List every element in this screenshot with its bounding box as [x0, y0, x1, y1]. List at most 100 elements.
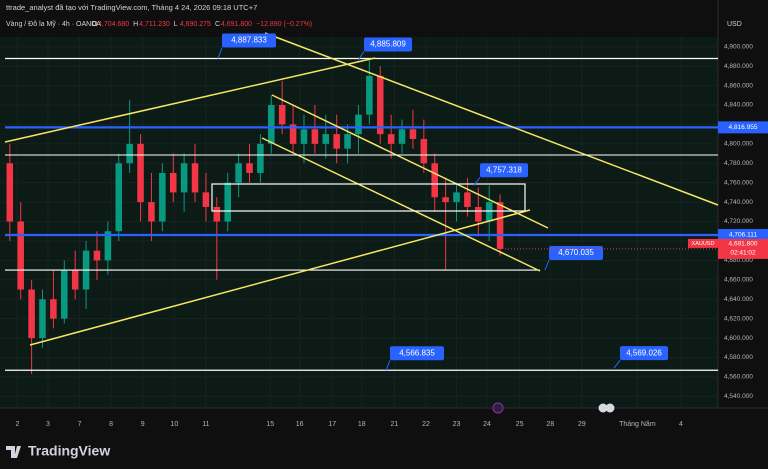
x-tick-label: 25 [516, 421, 524, 428]
ohlc-value: 4,711.230 [139, 21, 170, 28]
candle-body [39, 299, 46, 339]
ohlc-value: 4,691.800 [221, 21, 252, 28]
candle-body [169, 172, 177, 193]
candle-body [376, 75, 384, 135]
event-icon[interactable] [605, 403, 615, 413]
candle-body [104, 231, 112, 261]
x-axis: 2 3 7 8 9 10 11 15 16 17 18 21 22 23 24 25 28 29 Tháng Năm… [15, 421, 683, 428]
y-tick-label: 4,540.000 [724, 393, 753, 400]
zone [211, 183, 526, 212]
x-tick-label: 8 [109, 421, 113, 428]
price-label: 4,816.955 [729, 124, 758, 131]
y-tick-label: 4,760.000 [724, 179, 753, 186]
x-tick-label: 22 [422, 421, 430, 428]
event-icon[interactable] [598, 403, 608, 413]
x-tick-label: 23 [453, 421, 461, 428]
symbol-box [688, 238, 718, 248]
price-box [718, 229, 768, 242]
ohlc-key: C [215, 21, 220, 28]
y-tick-label: 4,640.000 [724, 296, 753, 303]
candle-body [235, 163, 242, 183]
y-tick-label: 4,560.000 [724, 374, 753, 381]
candle-body [17, 221, 24, 290]
candle-body [93, 250, 101, 261]
candle-body [442, 197, 449, 203]
candle-body [268, 104, 275, 144]
candle-body [278, 104, 286, 125]
candle-body [322, 134, 330, 144]
level-label: 4,566.835 [399, 348, 435, 357]
x-tick-label: 24 [483, 421, 491, 428]
y-tick-label: 4,740.000 [724, 199, 753, 206]
ohlc-value: 4,690.275 [180, 21, 211, 28]
candle-body [311, 129, 319, 144]
candle-body [115, 163, 123, 232]
y-tick-label: 4,900.000 [724, 43, 753, 50]
trendlines [4, 32, 719, 346]
x-tick-label: Tháng Năm [619, 421, 656, 428]
x-tick-label: 29 [578, 421, 586, 428]
candle-body [224, 182, 231, 222]
candle-body [137, 143, 144, 203]
candle-body [464, 192, 471, 207]
candle-body [431, 163, 438, 198]
x-tick-label: 21 [391, 421, 399, 428]
candle-body [246, 163, 253, 173]
event-icon[interactable] [492, 402, 504, 414]
countdown: 02:41:02 [730, 250, 756, 257]
y-tick-label: 4,800.000 [724, 141, 753, 148]
annotation-label: 4,569.026 [626, 348, 662, 357]
label-pointer [357, 51, 365, 61]
candle-body [257, 143, 264, 173]
candle-body [159, 172, 166, 222]
x-tick-label: 16 [296, 421, 304, 428]
label-box [480, 163, 528, 178]
ohlc-change: −12.890 (−0.27%) [256, 21, 312, 28]
level-label: 4,670.035 [558, 248, 594, 257]
candle-body [409, 129, 417, 139]
events [492, 402, 615, 414]
candle-body [191, 163, 199, 193]
x-tick-label: 18 [358, 421, 366, 428]
trendline [29, 209, 531, 346]
y-tick-label: 4,580.000 [724, 354, 753, 361]
price-box [718, 121, 768, 134]
brand-logo [6, 446, 21, 458]
last-price-box [718, 238, 768, 259]
label-pointer [544, 259, 550, 271]
y-tick-label: 4,660.000 [724, 277, 753, 284]
x-tick-label: 4 [679, 421, 683, 428]
label-box [390, 346, 444, 361]
level-label: 4,887.833 [231, 36, 267, 45]
levels [5, 57, 718, 371]
x-tick-label: 17 [328, 421, 336, 428]
ohlc-key: O [92, 21, 98, 28]
candle-body [148, 202, 155, 222]
candle-body [71, 270, 79, 290]
brand: TradingView [28, 443, 110, 459]
label-box [222, 33, 276, 48]
candle-body [453, 192, 460, 203]
y-tick-label: 4,840.000 [724, 102, 753, 109]
label-pointer [473, 176, 481, 186]
y-tick-label: 4,620.000 [724, 315, 753, 322]
label-box [364, 37, 412, 52]
labels: 4,887.833 4,816.955 4,706.111 4,670.035 4,56… [217, 33, 768, 371]
candle-body [6, 163, 14, 222]
candle-body [333, 134, 340, 149]
last-price-label: 4,691.800 [729, 241, 758, 248]
label-box [620, 346, 668, 361]
symbol-label: XAUUSD [692, 241, 715, 247]
y-tick-label: 4,680.000 [724, 257, 753, 264]
x-tick-label: 9 [141, 421, 145, 428]
candle-body [50, 299, 57, 319]
price-label: 4,706.111 [729, 232, 757, 239]
y-tick-label: 4,720.000 [724, 218, 753, 225]
x-tick-label: 7 [78, 421, 82, 428]
candle-body [28, 289, 35, 339]
candle-body [213, 206, 221, 222]
x-tick-label: 10 [170, 421, 178, 428]
trendline [261, 137, 541, 272]
